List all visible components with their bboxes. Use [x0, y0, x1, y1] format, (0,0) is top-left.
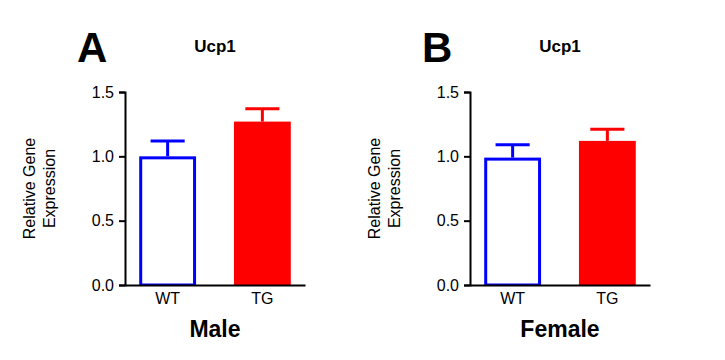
error-bar [606, 129, 609, 141]
bar [580, 142, 634, 285]
bar [486, 159, 540, 285]
y-tick: 0.5 [437, 212, 470, 229]
x-axis-line [471, 285, 651, 287]
y-tick-label: 1.5 [437, 84, 459, 101]
panel-label: A [77, 24, 107, 71]
error-bar [261, 109, 264, 122]
panel: 0.0 0.5 1.0 1.5 WT TG Ucp1 A Relative GeneExpres… [21, 24, 305, 342]
y-tick: 1.0 [92, 148, 125, 165]
y-tick-label: 0.0 [92, 277, 114, 294]
y-tick: 1.0 [437, 148, 470, 165]
plot-area [141, 109, 290, 285]
error-cap [496, 143, 530, 146]
plot-area [486, 129, 635, 285]
y-tick: 1.5 [92, 84, 125, 101]
x-axis-title: Male [189, 316, 240, 342]
error-bar [511, 145, 514, 158]
x-axis-title: Female [520, 316, 599, 342]
title: Ucp1 [539, 37, 581, 56]
y-tick-label: 0.5 [437, 212, 459, 229]
title: Ucp1 [194, 37, 236, 56]
error-cap [151, 139, 185, 142]
x-axis: WT TG [471, 285, 651, 307]
y-tick-mark [464, 285, 470, 287]
y-tick-label: 1.0 [92, 148, 114, 165]
y-tick: 0.5 [92, 212, 125, 229]
y-tick-mark [464, 220, 470, 222]
x-tick: TG [251, 285, 273, 307]
error-cap [245, 107, 279, 110]
y-axis-line [464, 93, 471, 286]
y-tick: 0.0 [92, 277, 125, 294]
y-tick: 1.5 [437, 84, 470, 101]
x-tick-label: WT [155, 290, 180, 307]
figure: 0.0 0.5 1.0 1.5 WT TG Ucp1 A Relative GeneExpres… [0, 0, 725, 360]
x-tick: WT [500, 285, 525, 307]
panel-label: B [422, 24, 452, 71]
y-tick-label: 1.5 [92, 84, 114, 101]
y-tick-mark [119, 156, 125, 158]
y-tick-mark [119, 220, 125, 222]
x-tick-label: WT [500, 290, 525, 307]
y-axis-title: Relative GeneExpression [21, 138, 57, 239]
y-axis-title: Relative GeneExpression [366, 138, 402, 239]
y-tick-mark [464, 92, 470, 94]
y-axis: 0.0 0.5 1.0 1.5 [437, 84, 471, 294]
y-axis-line [119, 93, 126, 286]
y-tick: 0.0 [437, 277, 470, 294]
y-tick-mark [119, 285, 125, 287]
error-cap [590, 128, 624, 131]
y-tick-label: 0.5 [92, 212, 114, 229]
x-axis-line [126, 285, 306, 287]
x-axis: WT TG [126, 285, 306, 307]
y-tick-mark [464, 156, 470, 158]
x-tick: TG [596, 285, 618, 307]
bar [235, 123, 289, 285]
panel: 0.0 0.5 1.0 1.5 WT TG Ucp1 B Relative GeneExpres… [366, 24, 650, 342]
y-tick-label: 0.0 [437, 277, 459, 294]
error-bar [166, 141, 169, 156]
y-tick-label: 1.0 [437, 148, 459, 165]
y-axis: 0.0 0.5 1.0 1.5 [92, 84, 126, 294]
bar [141, 158, 195, 285]
y-tick-mark [119, 92, 125, 94]
x-tick: WT [155, 285, 180, 307]
x-tick-label: TG [596, 290, 618, 307]
x-tick-label: TG [251, 290, 273, 307]
